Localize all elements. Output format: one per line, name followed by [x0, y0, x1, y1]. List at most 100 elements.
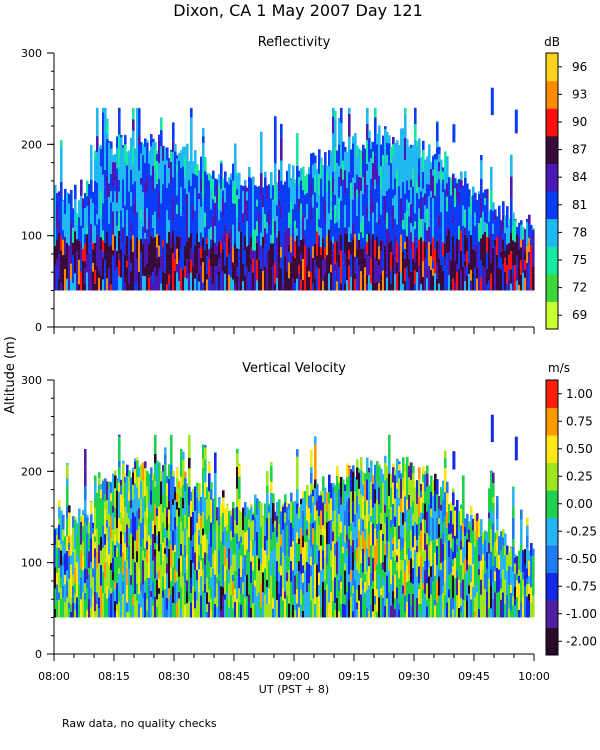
data-cell — [110, 587, 113, 594]
data-cell — [438, 179, 441, 195]
data-cell — [330, 240, 333, 256]
data-cell — [320, 254, 323, 280]
data-cell — [302, 547, 305, 566]
data-cell — [112, 473, 115, 478]
data-cell — [494, 268, 497, 291]
data-cell — [198, 222, 201, 243]
data-cell — [302, 166, 305, 169]
data-cell — [314, 436, 317, 445]
data-cell — [324, 187, 327, 200]
data-cell — [184, 146, 187, 156]
data-cell — [456, 180, 459, 184]
data-cell — [424, 470, 427, 475]
data-cell — [174, 151, 177, 166]
data-cell — [406, 529, 409, 555]
data-cell — [70, 280, 73, 291]
data-cell — [402, 205, 405, 220]
data-cell — [496, 254, 499, 267]
data-cell — [134, 468, 137, 484]
data-cell — [68, 512, 71, 537]
data-cell — [76, 213, 79, 225]
data-cell — [200, 265, 203, 291]
data-cell — [210, 598, 213, 611]
data-cell — [224, 202, 227, 225]
data-cell — [512, 571, 515, 597]
data-cell — [106, 118, 109, 122]
data-cell — [438, 274, 441, 284]
data-cell — [490, 529, 493, 535]
data-cell — [436, 147, 439, 160]
data-cell — [286, 213, 289, 229]
data-cell — [434, 169, 437, 187]
data-cell — [300, 260, 303, 274]
data-cell — [212, 580, 215, 600]
data-cell — [388, 570, 391, 578]
data-cell — [78, 603, 81, 618]
data-cell — [302, 190, 305, 200]
data-cell — [122, 266, 125, 291]
data-cell — [56, 600, 59, 618]
data-cell — [252, 177, 255, 190]
data-cell — [100, 498, 103, 521]
data-cell — [268, 262, 271, 275]
data-cell — [150, 467, 153, 491]
data-cell — [262, 572, 265, 593]
data-cell — [362, 144, 365, 152]
data-cell — [128, 579, 131, 600]
data-cell — [500, 220, 503, 228]
data-cell — [92, 271, 95, 291]
data-cell — [84, 261, 87, 269]
data-cell — [506, 283, 509, 291]
data-cell — [270, 268, 273, 291]
data-cell — [196, 600, 199, 618]
data-cell — [202, 467, 205, 492]
data-cell — [386, 491, 389, 518]
data-cell — [154, 463, 157, 474]
data-cell — [350, 198, 353, 208]
data-cell — [528, 224, 531, 238]
data-cell — [166, 147, 169, 155]
data-cell — [268, 274, 271, 291]
data-cell — [142, 155, 145, 174]
data-cell — [340, 168, 343, 187]
data-cell — [168, 161, 171, 169]
data-cell — [150, 258, 153, 266]
data-cell — [466, 237, 469, 252]
data-cell — [482, 544, 485, 555]
data-cell — [286, 503, 289, 507]
data-cell — [242, 185, 245, 192]
data-cell — [454, 206, 457, 222]
data-cell — [374, 257, 377, 283]
data-cell — [514, 605, 517, 618]
data-cell — [394, 598, 397, 609]
data-cell — [476, 278, 479, 291]
data-cell — [276, 599, 279, 618]
data-cell — [170, 270, 173, 277]
data-cell — [368, 137, 371, 162]
data-cell — [426, 183, 429, 203]
data-cell — [178, 481, 181, 489]
data-cell — [80, 271, 83, 291]
data-cell — [442, 202, 445, 220]
data-cell — [306, 535, 309, 542]
data-cell — [226, 598, 229, 618]
data-cell — [248, 197, 251, 205]
data-cell — [378, 224, 381, 247]
data-cell — [172, 550, 175, 568]
data-cell — [144, 524, 147, 549]
data-cell — [118, 230, 121, 254]
data-cell — [84, 283, 87, 291]
data-cell — [56, 228, 59, 240]
data-cell — [104, 544, 107, 563]
data-cell — [484, 198, 487, 205]
data-cell — [502, 201, 505, 215]
data-cell — [422, 149, 425, 172]
data-cell — [494, 541, 497, 557]
data-cell — [68, 536, 71, 543]
data-cell — [488, 255, 491, 281]
data-cell — [390, 507, 393, 520]
data-cell — [180, 268, 183, 291]
data-cell — [326, 599, 329, 618]
data-cell — [172, 530, 175, 551]
colorbar-swatch — [546, 108, 558, 137]
